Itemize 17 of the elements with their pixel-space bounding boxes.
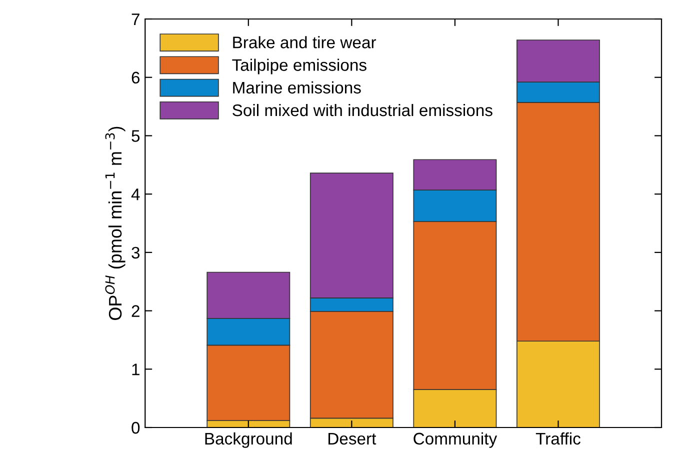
- x-tick-label: Community: [414, 432, 498, 448]
- y-axis-title: OP$^{OH}$ (pmol min$^{−1}$ m$^{−3}$): [105, 126, 126, 320]
- y-tick-label: 0: [132, 422, 140, 434]
- legend-label: Brake and tire wear: [233, 36, 376, 48]
- y-tick-label: 5: [132, 130, 140, 142]
- y-tick-label: 4: [131, 188, 140, 200]
- y-tick-label: 3: [132, 246, 140, 259]
- legend-label: Marine emissions: [233, 81, 361, 94]
- legend-label: Tailpipe emissions: [232, 58, 366, 74]
- y-tick-label: 6: [132, 72, 140, 84]
- x-tick-label: Background: [205, 432, 292, 448]
- y-tick-label: 2: [132, 305, 140, 317]
- y-tick-label: 1: [132, 364, 140, 376]
- x-tick-label: Traffic: [536, 432, 580, 445]
- x-tick-label: Desert: [328, 432, 376, 445]
- legend-label: Soil mixed with industrial emissions: [232, 104, 492, 116]
- y-tick-label: 7: [132, 14, 140, 26]
